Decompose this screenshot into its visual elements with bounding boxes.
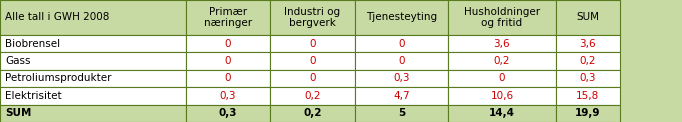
Bar <box>270 87 355 105</box>
Bar <box>556 70 620 87</box>
Text: 0: 0 <box>309 39 316 49</box>
Bar <box>448 70 556 87</box>
Bar <box>556 35 620 52</box>
Bar <box>0 52 186 70</box>
Bar <box>355 70 448 87</box>
Text: 19,9: 19,9 <box>575 108 601 118</box>
Bar <box>448 87 556 105</box>
Bar <box>186 0 270 35</box>
Bar <box>186 35 270 52</box>
Text: 3,6: 3,6 <box>494 39 510 49</box>
Bar <box>0 87 186 105</box>
Text: 3,6: 3,6 <box>580 39 596 49</box>
Bar <box>448 0 556 35</box>
Text: SUM: SUM <box>5 108 32 118</box>
Text: 5: 5 <box>398 108 405 118</box>
Text: 0: 0 <box>398 56 404 66</box>
Text: Tjenesteyting: Tjenesteyting <box>366 12 437 22</box>
Text: Industri og
bergverk: Industri og bergverk <box>284 7 340 28</box>
Text: 4,7: 4,7 <box>393 91 410 101</box>
Text: 0,3: 0,3 <box>218 108 237 118</box>
Text: 0,2: 0,2 <box>303 108 322 118</box>
Bar <box>355 0 448 35</box>
Bar <box>448 52 556 70</box>
Bar <box>448 35 556 52</box>
Bar <box>0 35 186 52</box>
Text: 0: 0 <box>224 39 231 49</box>
Text: 0: 0 <box>309 73 316 83</box>
Text: Elektrisitet: Elektrisitet <box>5 91 62 101</box>
Text: 0: 0 <box>309 56 316 66</box>
Text: 0,2: 0,2 <box>304 91 321 101</box>
Bar <box>186 70 270 87</box>
Text: SUM: SUM <box>576 12 599 22</box>
Text: 0,3: 0,3 <box>580 73 596 83</box>
Text: Husholdninger
og fritid: Husholdninger og fritid <box>464 7 540 28</box>
Text: 14,4: 14,4 <box>489 108 515 118</box>
Bar <box>186 52 270 70</box>
Bar <box>186 87 270 105</box>
Text: 0: 0 <box>499 73 505 83</box>
Bar <box>355 35 448 52</box>
Bar <box>270 0 355 35</box>
Bar <box>355 105 448 122</box>
Text: Alle tall i GWH 2008: Alle tall i GWH 2008 <box>5 12 110 22</box>
Bar <box>448 105 556 122</box>
Text: Primær
næringer: Primær næringer <box>204 7 252 28</box>
Text: 0,3: 0,3 <box>220 91 236 101</box>
Text: 0,3: 0,3 <box>393 73 410 83</box>
Text: 0,2: 0,2 <box>494 56 510 66</box>
Bar <box>556 87 620 105</box>
Bar <box>270 52 355 70</box>
Text: 0: 0 <box>398 39 404 49</box>
Bar <box>0 0 186 35</box>
Bar <box>270 35 355 52</box>
Bar <box>270 105 355 122</box>
Text: 10,6: 10,6 <box>490 91 514 101</box>
Bar <box>556 0 620 35</box>
Text: Gass: Gass <box>5 56 31 66</box>
Bar <box>556 52 620 70</box>
Text: Biobrensel: Biobrensel <box>5 39 61 49</box>
Text: 0: 0 <box>224 56 231 66</box>
Bar <box>0 70 186 87</box>
Text: 0,2: 0,2 <box>580 56 596 66</box>
Text: 15,8: 15,8 <box>576 91 599 101</box>
Bar <box>556 105 620 122</box>
Bar <box>186 105 270 122</box>
Bar <box>0 105 186 122</box>
Bar <box>270 70 355 87</box>
Bar <box>355 87 448 105</box>
Bar <box>355 52 448 70</box>
Text: 0: 0 <box>224 73 231 83</box>
Text: Petroliumsprodukter: Petroliumsprodukter <box>5 73 112 83</box>
